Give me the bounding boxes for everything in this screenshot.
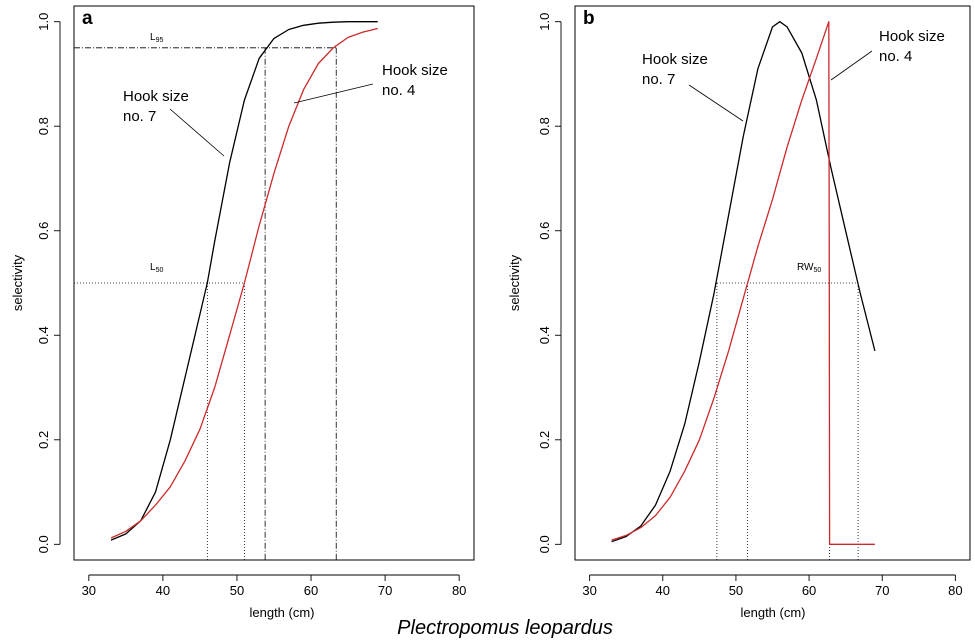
curves-b [611,21,876,545]
leader-no7-a [169,108,225,157]
label-hook-no4-b-line1: Hook size [879,28,945,45]
l50-label: L50 [150,262,163,274]
y-tick-label: 0.8 [36,117,51,135]
panel-b: b 30 40 50 60 70 80 0.0 0.2 0.4 0.6 0.8 1.0 length… [507,5,971,620]
rw50-label: RW50 [797,262,821,274]
l95-label: L95 [150,32,163,44]
x-axis-b: 30 40 50 60 70 80 [582,574,963,598]
label-hook-no7-a-line1: Hook size [123,88,189,105]
figure-caption: Plectropomus leopardus [397,617,613,639]
y-axis-a: 0.0 0.2 0.4 0.6 0.8 1.0 [36,13,61,553]
x-tick-label: 30 [82,583,96,598]
series-line-hook-no7 [611,21,876,543]
series-line-hook-no4 [110,27,378,539]
x-axis-a: 30 40 50 60 70 80 [82,574,466,598]
x-tick-label: 30 [582,583,596,598]
x-tick-label: 40 [656,583,670,598]
label-hook-no7-b-line2: no. 7 [642,71,675,88]
label-hook-no4-a-line1: Hook size [382,62,448,79]
x-tick-label: 60 [802,583,816,598]
panel-letter-b: b [583,8,595,29]
leader-no7-b [688,84,744,122]
x-tick-label: 70 [875,583,889,598]
y-axis-title-b: selectivity [507,254,522,311]
y-tick-label: 0.0 [36,535,51,553]
y-tick-label: 0.4 [36,326,51,344]
y-tick-label: 0.2 [36,431,51,449]
panel-a: a 30 40 50 60 70 80 0.0 0.2 0.4 0.6 0.8 1.0 length… [10,5,475,620]
y-tick-label: 0.8 [537,117,552,135]
leader-no4-a [293,83,374,104]
y-tick-label: 0.6 [36,222,51,240]
y-tick-label: 0.2 [537,431,552,449]
y-tick-label: 1.0 [537,13,552,31]
label-hook-no7-b-line1: Hook size [642,51,708,68]
x-tick-label: 80 [948,583,962,598]
label-hook-no4-b-line2: no. 4 [879,48,912,65]
y-tick-label: 0.6 [537,222,552,240]
x-tick-label: 50 [729,583,743,598]
y-tick-label: 0.4 [537,326,552,344]
x-axis-title-a: length (cm) [249,605,314,620]
leader-no4-b [830,50,873,81]
x-tick-label: 40 [156,583,170,598]
curves-a [110,21,378,541]
label-hook-no4-a-line2: no. 4 [382,82,415,99]
y-tick-label: 0.0 [537,535,552,553]
series-line-hook-no4 [611,21,875,545]
y-axis-title-a: selectivity [10,254,25,311]
label-hook-no7-a-line2: no. 7 [123,108,156,125]
y-tick-label: 1.0 [36,13,51,31]
x-tick-label: 70 [378,583,392,598]
series-line-hook-no7 [110,21,378,541]
ref-lines-a [74,47,337,560]
x-tick-label: 50 [230,583,244,598]
x-tick-label: 80 [452,583,466,598]
plot-frame-b [574,5,971,561]
ref-lines-b [716,282,859,560]
x-tick-label: 60 [304,583,318,598]
panel-letter-a: a [82,8,93,29]
x-axis-title-b: length (cm) [740,605,805,620]
y-axis-b: 0.0 0.2 0.4 0.6 0.8 1.0 [537,13,562,553]
